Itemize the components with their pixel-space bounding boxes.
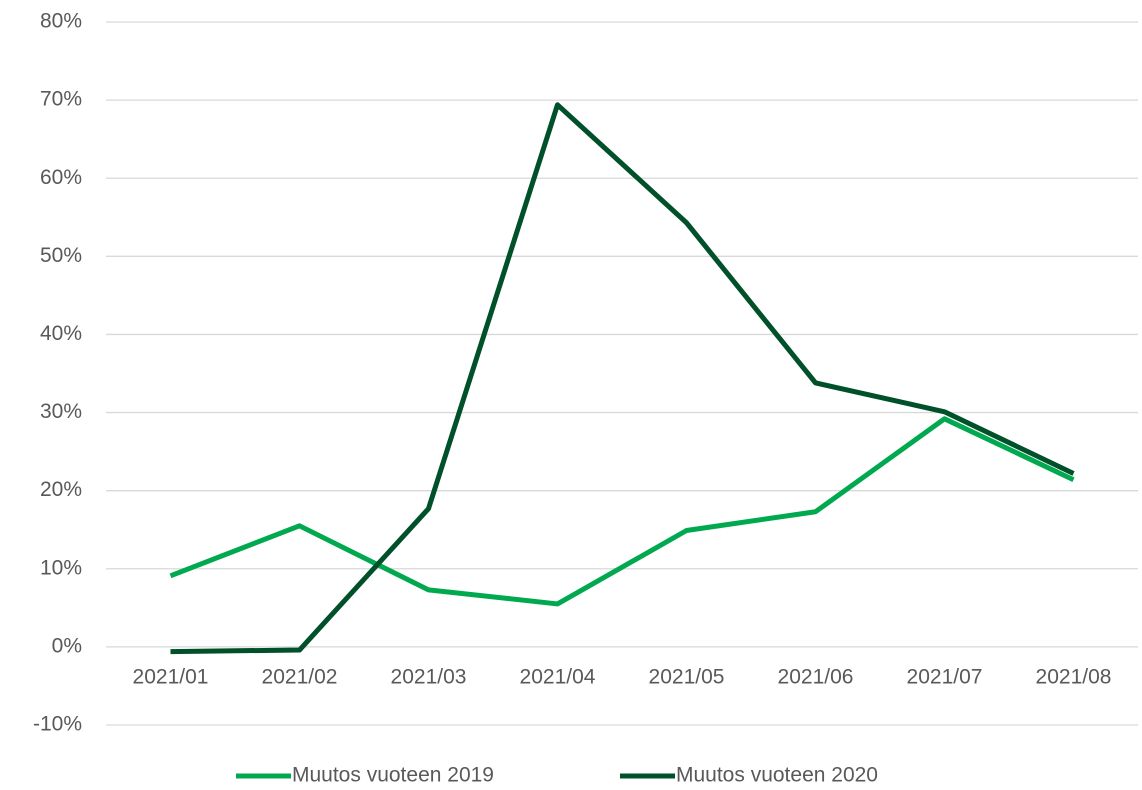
x-tick-label: 2021/08	[1036, 665, 1112, 688]
y-tick-label: 20%	[40, 478, 82, 501]
y-tick-label: 40%	[40, 322, 82, 345]
x-tick-label: 2021/07	[907, 665, 983, 688]
y-tick-label: 50%	[40, 244, 82, 267]
x-tick-label: 2021/01	[133, 665, 209, 688]
y-tick-label: 10%	[40, 556, 82, 579]
x-tick-label: 2021/06	[778, 665, 854, 688]
y-tick-label: -10%	[33, 713, 82, 736]
series-line	[170, 102, 1075, 655]
y-tick-label: 70%	[40, 88, 82, 111]
x-tick-label: 2021/02	[262, 665, 338, 688]
x-tick-label: 2021/05	[649, 665, 725, 688]
legend-label: Muutos vuoteen 2020	[676, 764, 878, 787]
y-tick-label: 30%	[40, 400, 82, 423]
series-line	[169, 416, 1075, 607]
x-tick-label: 2021/04	[520, 665, 596, 688]
legend-label: Muutos vuoteen 2019	[292, 764, 494, 787]
y-tick-label: 0%	[52, 634, 82, 657]
y-tick-label: 60%	[40, 166, 82, 189]
x-tick-label: 2021/03	[391, 665, 467, 688]
y-tick-label: 80%	[40, 10, 82, 33]
